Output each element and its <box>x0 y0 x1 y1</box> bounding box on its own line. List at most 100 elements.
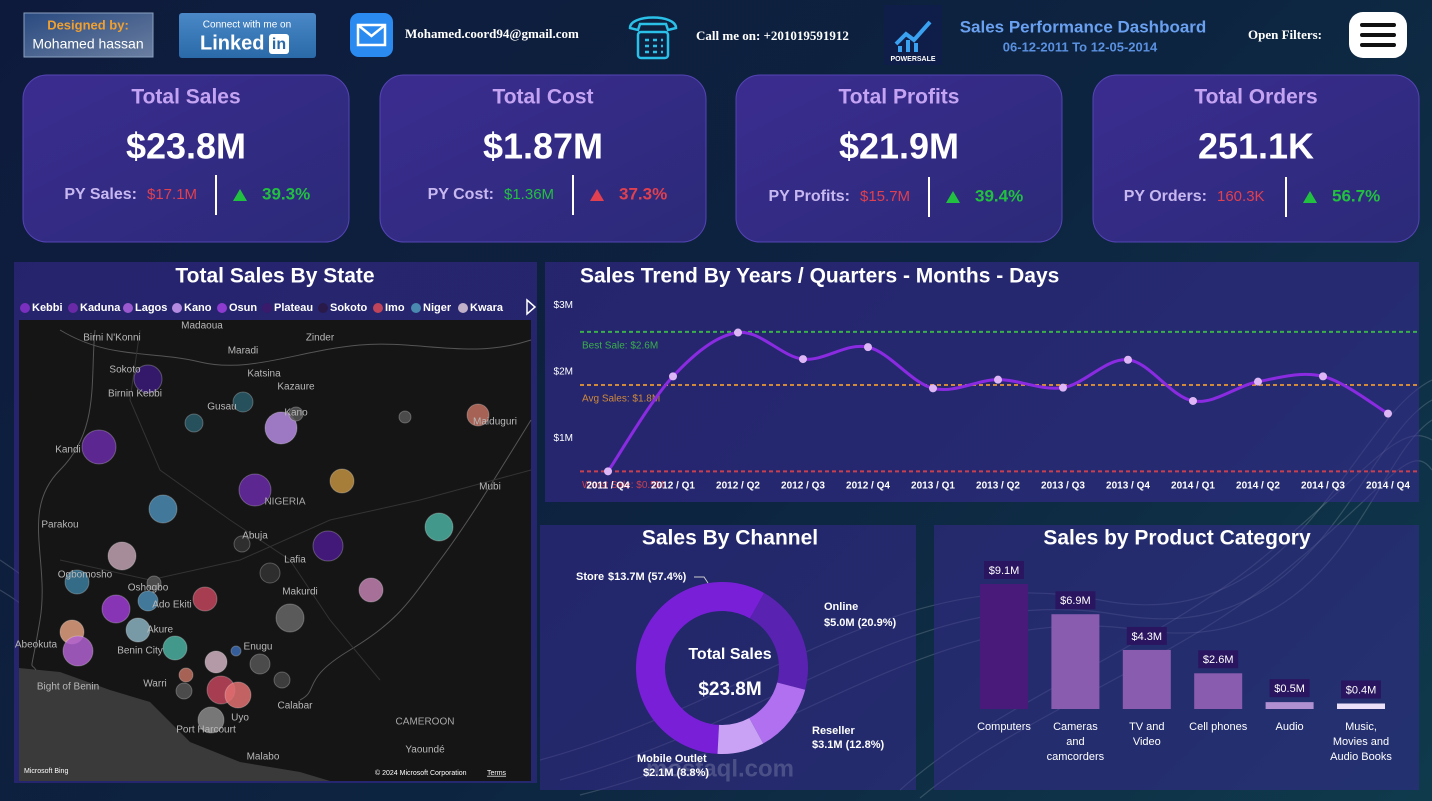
kpi-py-value: $15.7M <box>860 188 910 205</box>
legend-swatch <box>411 303 421 313</box>
donut-label: Mobile Outlet <box>637 753 707 765</box>
kpi-card <box>1092 74 1420 243</box>
date-range: 06-12-2011 To 12-05-2014 <box>1003 39 1158 54</box>
map-place: Bight of Benin <box>37 682 99 693</box>
legend-label: Imo <box>385 302 405 314</box>
phone: Call me on: +201019591912 <box>696 28 849 43</box>
linkedin-word: Linked <box>200 32 264 54</box>
map-place: Abeokuta <box>15 640 58 651</box>
bar <box>1194 673 1243 709</box>
donut-value-label: $3.1M (12.8%) <box>812 739 884 751</box>
map-place: Maiduguri <box>473 417 517 428</box>
map-place: Malabo <box>247 752 280 763</box>
linkedin-badge <box>269 34 289 54</box>
map-bubble <box>125 617 151 643</box>
map-bubble <box>288 406 304 422</box>
bar-label-bg <box>1198 650 1239 669</box>
map-place: Abuja <box>242 531 268 542</box>
map-place: Yaoundé <box>405 745 445 756</box>
legend-label: Lagos <box>135 302 167 314</box>
kpi-py-value: $1.36M <box>504 186 554 203</box>
donut-label: Reseller <box>812 725 856 737</box>
map-place: Parakou <box>41 520 78 531</box>
map-bubble <box>230 645 242 657</box>
x-tick-label: Cameras and camcorders <box>1046 721 1105 763</box>
designer-name: Mohamed hassan <box>32 36 143 52</box>
trend-point <box>929 384 937 393</box>
donut-value-label: $13.7M (57.4%) <box>608 571 687 583</box>
legend-next[interactable] <box>526 298 537 316</box>
y-tick-label: $2M <box>554 366 573 377</box>
x-tick-label: 2014 / Q1 <box>1171 481 1215 492</box>
linkedin-caption: Connect with me on <box>203 20 291 31</box>
map-place: Makurdi <box>282 587 318 598</box>
donut-slice <box>635 581 765 754</box>
x-tick-label: 2012 / Q1 <box>651 481 695 492</box>
logo-bar <box>914 43 918 52</box>
map-bubble <box>197 706 225 734</box>
trend-point <box>1254 377 1262 386</box>
bar <box>1265 702 1314 709</box>
watermark: mostaql.com <box>646 755 794 782</box>
map-bubble <box>233 535 251 553</box>
x-tick-label: Cell phones <box>1189 721 1248 733</box>
x-tick-label: 2011 / Q4 <box>586 481 630 492</box>
channel-title: Sales By Channel <box>642 527 818 550</box>
map-place: Oshogbo <box>128 583 169 594</box>
x-tick-label: 2013 / Q4 <box>1106 481 1150 492</box>
logo-text: POWERSALE <box>890 56 935 63</box>
trend-point <box>1384 409 1392 418</box>
donut-slice <box>749 593 809 690</box>
donut-value-label: $2.1M (8.8%) <box>643 767 709 779</box>
map-place: Maradi <box>228 346 259 357</box>
map-place: NIGERIA <box>264 497 305 508</box>
trend-point <box>1124 355 1132 364</box>
kpi-change: 56.7% <box>1332 186 1380 205</box>
map-terms[interactable]: Terms <box>487 770 507 777</box>
logo-bar <box>906 40 910 52</box>
bar-label-bg <box>1126 626 1167 645</box>
map-place: Madaoua <box>181 321 223 332</box>
trend-point <box>1059 383 1067 392</box>
map-bubble <box>148 494 178 524</box>
map-bubble <box>146 575 162 591</box>
map-bubble <box>162 635 188 661</box>
map-place: Kandi <box>55 445 81 456</box>
x-tick-label: Computers <box>977 721 1031 733</box>
map-borders <box>31 329 532 701</box>
reference-label: Worst Sale: $0.5M <box>582 480 664 491</box>
map-bubble <box>259 562 281 584</box>
logo-arrow <box>894 20 932 46</box>
map-place: Ado Ekiti <box>152 600 191 611</box>
map-place: Ogbomosho <box>58 570 113 581</box>
map-bubble <box>101 594 131 624</box>
map-place: Gusau <box>207 402 236 413</box>
map-bubble <box>264 411 298 445</box>
bar-value-label: $6.9M <box>1060 595 1091 607</box>
map-bubble <box>329 468 355 494</box>
map-place: CAMEROON <box>396 717 455 728</box>
kpi-title: Total Orders <box>1194 86 1317 109</box>
legend-swatch <box>20 303 30 313</box>
trend-point <box>734 328 742 337</box>
phone-icon <box>628 16 678 60</box>
legend-label: Kebbi <box>32 302 63 314</box>
donut-label: Store <box>576 571 604 583</box>
map-place: Birnin Kebbi <box>108 389 162 400</box>
x-tick-label: 2012 / Q2 <box>716 481 760 492</box>
bar-value-label: $2.6M <box>1203 654 1234 666</box>
bar-label-bg <box>984 561 1024 579</box>
legend-swatch <box>217 303 227 313</box>
email[interactable]: Mohamed.coord94@gmail.com <box>405 26 579 41</box>
map-bubble <box>358 577 384 603</box>
map-place: Birni N'Konni <box>83 333 141 344</box>
bar-label-bg <box>1055 591 1096 610</box>
map-bubble <box>64 569 90 595</box>
map-copyright: © 2024 Microsoft Corporation <box>375 769 467 777</box>
legend-swatch <box>262 303 272 313</box>
bar <box>1337 703 1385 709</box>
kpi-title: Total Profits <box>839 86 960 109</box>
x-tick-label: 2013 / Q3 <box>1041 481 1085 492</box>
kpi-change: 39.4% <box>975 186 1023 205</box>
